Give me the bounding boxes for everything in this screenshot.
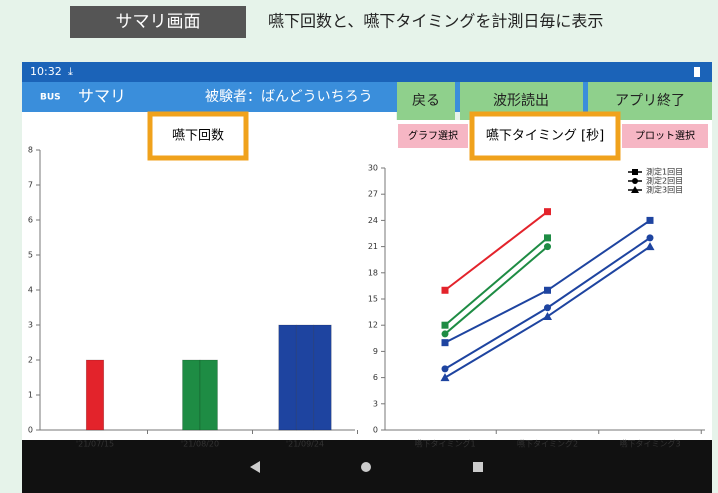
x-tick-label: 嚥下タイミング1 [414, 439, 475, 449]
y-tick-label: 6 [28, 216, 33, 225]
app-logo: BUS [40, 93, 61, 103]
y-tick-label: 9 [373, 347, 378, 356]
marker [647, 217, 654, 224]
header-title: サマリ画面 [116, 12, 201, 32]
subject: 被験者：ばんどういちろう [205, 89, 373, 105]
battery-icon [694, 67, 700, 77]
line-chart-title: 嚥下タイミング [秒] [486, 129, 604, 144]
y-tick-label: 21 [368, 242, 378, 251]
bar-chart-title: 嚥下回数 [172, 129, 224, 144]
y-tick-label: 12 [368, 321, 378, 330]
x-tick-label: '21/08/20 [181, 440, 219, 449]
legend-label: 測定2回目 [646, 176, 683, 186]
y-tick-label: 24 [368, 216, 378, 225]
bar [314, 325, 332, 430]
marker [442, 330, 449, 337]
bar [279, 325, 297, 430]
nav-recent[interactable] [473, 462, 483, 472]
x-tick-label: 嚥下タイミング3 [619, 439, 680, 449]
x-tick-label: '21/07/15 [76, 440, 114, 449]
marker [442, 365, 449, 372]
marker [442, 339, 449, 346]
y-tick-label: 0 [28, 426, 33, 435]
back-label[interactable]: 戻る [412, 93, 440, 109]
nav-home[interactable] [361, 462, 371, 472]
marker [544, 287, 551, 294]
y-tick-label: 5 [28, 251, 33, 260]
header-description: 嚥下回数と、嚥下タイミングを計測日毎に表示 [268, 12, 603, 31]
y-tick-label: 1 [28, 391, 33, 400]
x-tick-label: 嚥下タイミング2 [517, 439, 578, 449]
marker [442, 287, 449, 294]
y-tick-label: 18 [368, 268, 378, 277]
y-tick-label: 27 [368, 190, 378, 199]
x-tick-label: '21/09/24 [286, 440, 324, 449]
bar [86, 360, 104, 430]
y-tick-label: 2 [28, 356, 33, 365]
y-tick-label: 0 [373, 426, 378, 435]
marker [544, 304, 551, 311]
marker [544, 243, 551, 250]
exit-label[interactable]: アプリ終了 [615, 93, 685, 109]
marker [632, 169, 638, 175]
page: サマリ画面 嚥下回数と、嚥下タイミングを計測日毎に表示 10:32 ⤓ BUS … [0, 0, 718, 493]
app-title: サマリ [78, 87, 126, 106]
y-tick-label: 3 [373, 399, 378, 408]
marker [632, 178, 638, 184]
y-tick-label: 8 [28, 146, 33, 155]
y-tick-label: 7 [28, 181, 33, 190]
bar [183, 360, 201, 430]
status-time: 10:32 [30, 65, 62, 78]
marker [544, 234, 551, 241]
y-tick-label: 15 [368, 295, 378, 304]
y-tick-label: 6 [373, 373, 378, 382]
legend-label: 測定1回目 [646, 167, 683, 177]
bar [200, 360, 218, 430]
y-tick-label: 4 [28, 286, 33, 295]
y-tick-label: 30 [368, 164, 378, 173]
status-bar [22, 62, 712, 82]
download-icon: ⤓ [68, 65, 73, 78]
plot-select-label[interactable]: プロット選択 [635, 129, 695, 142]
y-tick-label: 3 [28, 321, 33, 330]
marker [647, 234, 654, 241]
marker [544, 208, 551, 215]
legend-label: 測定3回目 [646, 185, 683, 195]
graph-select-label[interactable]: グラフ選択 [408, 129, 458, 142]
bar [296, 325, 314, 430]
read-waveform-label[interactable]: 波形読出 [493, 92, 549, 109]
marker [442, 322, 449, 329]
